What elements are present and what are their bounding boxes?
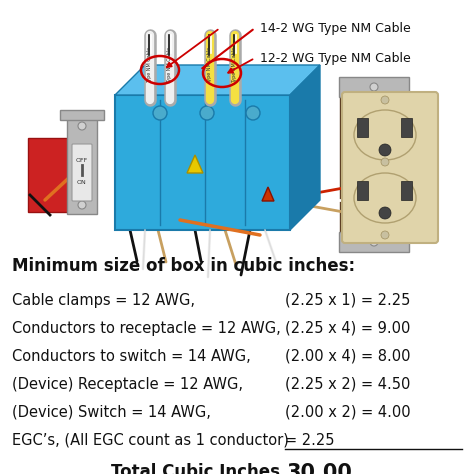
Text: 12-2 WG Type NM Cable: 12-2 WG Type NM Cable bbox=[260, 52, 411, 64]
FancyBboxPatch shape bbox=[340, 92, 400, 247]
Text: Conductors to receptacle = 12 AWG,: Conductors to receptacle = 12 AWG, bbox=[12, 320, 281, 336]
Circle shape bbox=[78, 122, 86, 130]
Text: (2.25 x 4) = 9.00: (2.25 x 4) = 9.00 bbox=[285, 320, 410, 336]
Circle shape bbox=[381, 231, 389, 239]
Text: Minimum size of box in cubic inches:: Minimum size of box in cubic inches: bbox=[12, 256, 355, 274]
Text: Type NM Cable: Type NM Cable bbox=[208, 47, 212, 83]
FancyBboxPatch shape bbox=[35, 145, 70, 207]
Text: 30.00: 30.00 bbox=[287, 463, 353, 474]
Circle shape bbox=[78, 201, 86, 209]
Polygon shape bbox=[115, 65, 320, 95]
Circle shape bbox=[381, 96, 389, 104]
Circle shape bbox=[370, 83, 378, 91]
FancyBboxPatch shape bbox=[115, 95, 290, 230]
Text: (2.00 x 2) = 4.00: (2.00 x 2) = 4.00 bbox=[285, 405, 410, 419]
Circle shape bbox=[379, 144, 391, 156]
Text: (2.25 x 2) = 4.50: (2.25 x 2) = 4.50 bbox=[285, 377, 410, 392]
FancyBboxPatch shape bbox=[401, 181, 412, 200]
FancyBboxPatch shape bbox=[339, 232, 409, 252]
Text: OFF: OFF bbox=[76, 157, 88, 163]
FancyBboxPatch shape bbox=[339, 77, 409, 97]
Text: Conductors to switch = 14 AWG,: Conductors to switch = 14 AWG, bbox=[12, 349, 251, 364]
Polygon shape bbox=[187, 155, 203, 173]
FancyBboxPatch shape bbox=[28, 138, 74, 212]
Text: (2.25 x 1) = 2.25: (2.25 x 1) = 2.25 bbox=[285, 292, 410, 308]
Circle shape bbox=[381, 158, 389, 166]
Text: Total Cubic Inches: Total Cubic Inches bbox=[111, 463, 280, 474]
Circle shape bbox=[246, 106, 260, 120]
FancyBboxPatch shape bbox=[342, 92, 438, 243]
Text: = 2.25: = 2.25 bbox=[285, 433, 335, 447]
FancyBboxPatch shape bbox=[60, 110, 104, 120]
FancyBboxPatch shape bbox=[401, 118, 412, 137]
FancyBboxPatch shape bbox=[357, 118, 368, 137]
Text: (Device) Switch = 14 AWG,: (Device) Switch = 14 AWG, bbox=[12, 405, 211, 419]
FancyBboxPatch shape bbox=[72, 144, 92, 201]
Circle shape bbox=[200, 106, 214, 120]
Text: EGC’s, (All EGC count as 1 conductor): EGC’s, (All EGC count as 1 conductor) bbox=[12, 433, 289, 447]
Circle shape bbox=[153, 106, 167, 120]
Text: Type NM Cable: Type NM Cable bbox=[233, 47, 237, 83]
Text: ON: ON bbox=[77, 181, 87, 185]
Text: 14-2 WG Type NM Cable: 14-2 WG Type NM Cable bbox=[260, 21, 411, 35]
Circle shape bbox=[379, 207, 391, 219]
Text: Type NM Cable: Type NM Cable bbox=[167, 47, 173, 83]
Polygon shape bbox=[262, 187, 274, 201]
Circle shape bbox=[370, 238, 378, 246]
Text: Cable clamps = 12 AWG,: Cable clamps = 12 AWG, bbox=[12, 292, 195, 308]
Polygon shape bbox=[290, 65, 320, 230]
Text: (Device) Receptacle = 12 AWG,: (Device) Receptacle = 12 AWG, bbox=[12, 377, 243, 392]
FancyBboxPatch shape bbox=[357, 181, 368, 200]
Text: (2.00 x 4) = 8.00: (2.00 x 4) = 8.00 bbox=[285, 349, 410, 364]
FancyBboxPatch shape bbox=[67, 117, 97, 214]
Text: Type NM Cable: Type NM Cable bbox=[147, 47, 153, 83]
